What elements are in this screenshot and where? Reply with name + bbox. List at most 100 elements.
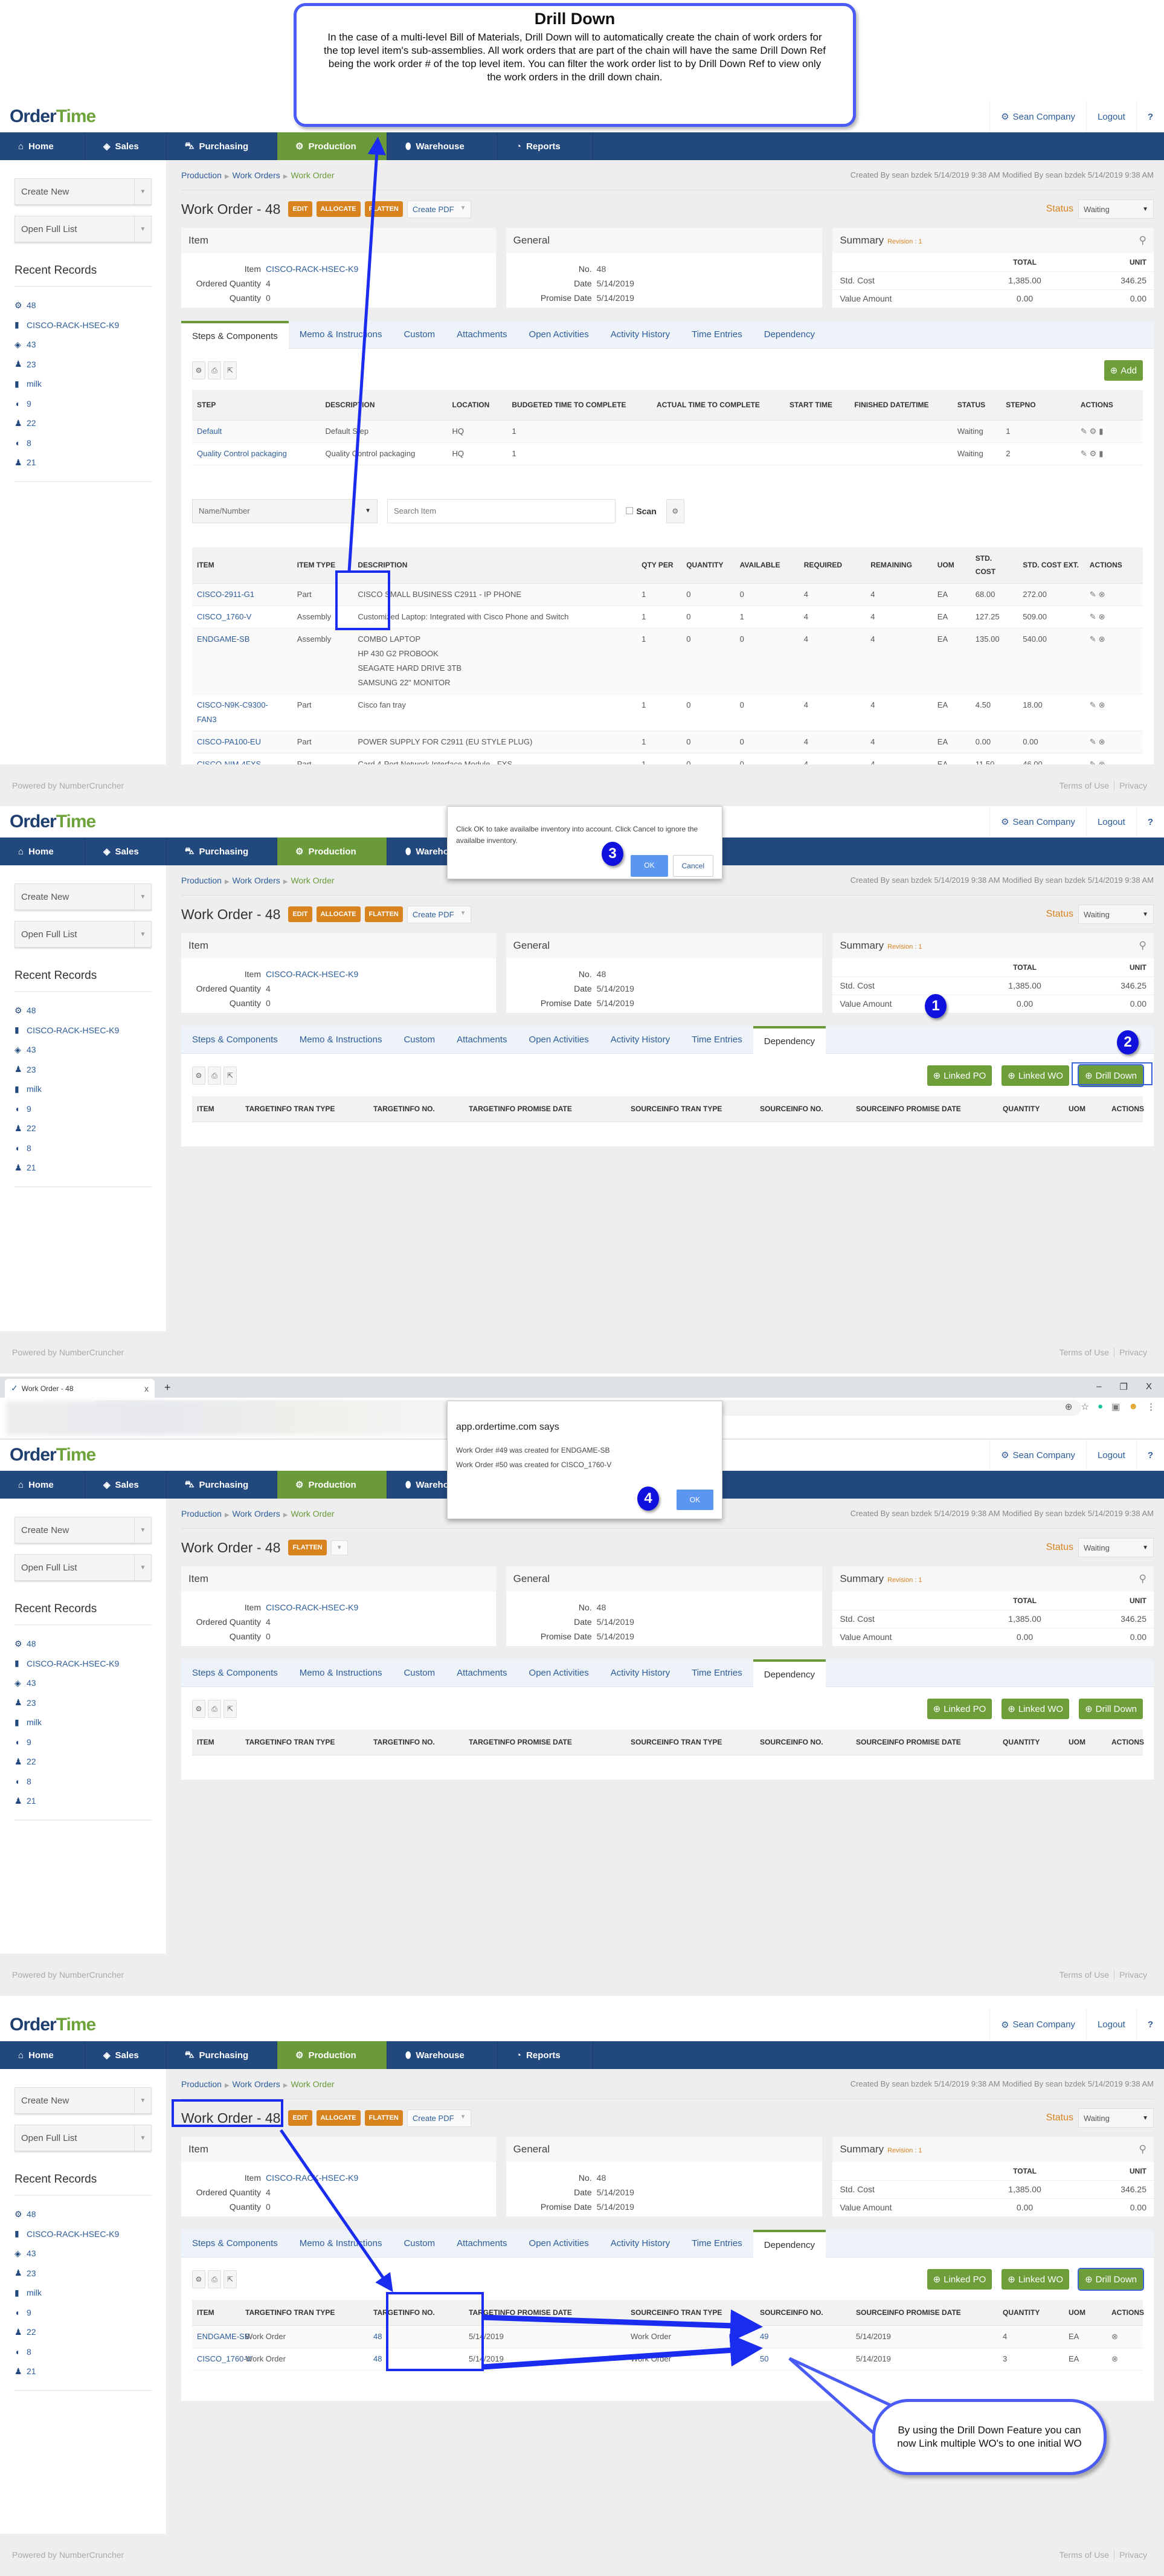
search-settings-button[interactable]: ⚙ [666,499,684,523]
flatten-button[interactable]: FLATTEN [364,2110,403,2126]
row-actions[interactable]: ✎⊗ [1084,583,1143,606]
recent-record[interactable]: ◈ 43 [14,1673,152,1693]
nav-sales[interactable]: ◈ Sales [85,1471,167,1499]
tab-custom[interactable]: Custom [404,2238,436,2248]
open-full-list-dropdown[interactable]: Open Full List ▼ [14,921,152,947]
nav-sales[interactable]: ◈ Sales [85,132,167,160]
create-pdf-button[interactable]: Create PDF ▼ [407,905,472,923]
recent-record[interactable]: ♟ 23 [14,1060,152,1080]
help-button[interactable]: ? [1136,806,1164,838]
recent-record[interactable]: ♟ 22 [14,1752,152,1772]
recent-record[interactable]: ◖ 8 [14,433,152,453]
tab-dependency[interactable]: Dependency [753,1659,826,1687]
recent-record[interactable]: ⚙ 48 [14,295,152,315]
linked-wo-button[interactable]: ⊕ Linked WO [1002,1065,1070,1086]
edit-button[interactable]: EDIT [288,201,312,217]
profile-avatar[interactable]: ☻ [1128,1401,1138,1412]
allocate-button[interactable]: ALLOCATE [316,906,361,922]
open-full-list-dropdown[interactable]: Open Full List ▼ [14,216,152,242]
row-actions[interactable]: ✎⚙▮ [1075,420,1143,443]
recent-record[interactable]: ♟ 23 [14,2264,152,2284]
tab-open-activities[interactable]: Open Activities [529,1668,589,1678]
settings-button[interactable]: ⚙ [192,1700,205,1718]
recent-record[interactable]: ◖ 8 [14,2342,152,2362]
scan-checkbox[interactable]: ☐ Scan [625,505,657,517]
linked-po-button[interactable]: ⊕ Linked PO [927,1699,992,1719]
nav-home[interactable]: ⌂ Home [0,838,85,865]
ok-button[interactable]: OK [676,1490,713,1510]
remove-icon[interactable]: ⊗ [1107,2348,1143,2371]
drill-down-button[interactable]: ⊕ Drill Down [1078,2268,1144,2291]
recent-record[interactable]: ◖ 8 [14,1772,152,1792]
pin-icon[interactable]: ⚲ [1139,1573,1146,1584]
terms-link[interactable]: Terms of Use [1059,2550,1110,2560]
recent-record[interactable]: ▮ milk [14,374,152,394]
menu-icon[interactable]: ⋮ [1146,1402,1156,1412]
flatten-button[interactable]: FLATTEN [364,906,403,922]
linked-wo-button[interactable]: ⊕ Linked WO [1002,1699,1070,1719]
tab-attachments[interactable]: Attachments [457,329,507,340]
recent-record[interactable]: ▮ CISCO-RACK-HSEC-K9 [14,1021,152,1041]
settings-button[interactable]: ⚙ [192,1067,205,1085]
recent-record[interactable]: ⚙ 48 [14,2204,152,2224]
create-pdf-button[interactable]: Create PDF ▼ [407,200,472,218]
pin-icon[interactable]: ⚲ [1139,2143,1146,2155]
tab-dependency[interactable]: Dependency [753,2230,826,2258]
component-item-link[interactable]: ENDGAME-SB [192,628,292,694]
logout-link[interactable]: Logout [1085,101,1136,132]
allocate-button[interactable]: ALLOCATE [316,2110,361,2126]
recent-record[interactable]: ▮ milk [14,1712,152,1732]
tab-time-entries[interactable]: Time Entries [692,329,742,340]
field-value[interactable]: CISCO-RACK-HSEC-K9 [266,2173,359,2183]
recent-record[interactable]: ♟ 23 [14,355,152,375]
nav-warehouse[interactable]: ⬮ Warehouse [387,2041,498,2069]
nav-home[interactable]: ⌂ Home [0,2041,85,2069]
open-full-list-dropdown[interactable]: Open Full List ▼ [14,2125,152,2151]
tab-time-entries[interactable]: Time Entries [692,2238,742,2248]
privacy-link[interactable]: Privacy [1114,781,1152,790]
drill-down-button[interactable]: ⊕ Drill Down [1079,1699,1143,1719]
more-actions-button[interactable]: ▼ [330,1540,348,1555]
print-button[interactable]: ⎙ [208,1700,221,1718]
recent-record[interactable]: ♟ 21 [14,453,152,473]
dependency-item-link[interactable]: CISCO_1760-V [192,2348,251,2371]
breadcrumb-work-orders[interactable]: Work Orders [232,2079,280,2089]
export-button[interactable]: ⇱ [223,1700,237,1718]
search-item-input[interactable] [387,499,616,523]
minimize-button[interactable]: – [1096,1381,1102,1392]
recent-record[interactable]: ◈ 43 [14,2244,152,2264]
logo[interactable]: OrderTime [10,812,96,832]
nav-sales[interactable]: ◈ Sales [85,838,167,865]
recent-record[interactable]: ♟ 21 [14,1791,152,1811]
component-item-link[interactable]: CISCO_1760-V [192,605,292,628]
field-value[interactable]: CISCO-RACK-HSEC-K9 [266,969,359,979]
tab-custom[interactable]: Custom [404,1668,436,1678]
dependency-item-link[interactable]: ENDGAME-SB [192,2325,249,2348]
flatten-button[interactable]: FLATTEN [288,1540,327,1555]
nav-purchasing[interactable]: ⛍ Purchasing [167,132,277,160]
tab-custom[interactable]: Custom [404,329,436,340]
tab-attachments[interactable]: Attachments [457,2238,507,2248]
tab-attachments[interactable]: Attachments [457,1668,507,1678]
breadcrumb-production[interactable]: Production [181,1508,222,1519]
company-menu[interactable]: ⚙ Sean Company [989,101,1086,132]
tab-activity-history[interactable]: Activity History [610,1668,670,1678]
grammarly-icon[interactable]: ● [1097,1401,1104,1412]
ok-button[interactable]: OK [631,855,668,877]
search-mode-select[interactable]: Name/Number ▼ [192,499,378,523]
browser-tab[interactable]: ✓ Work Order - 48 x [5,1379,155,1398]
recent-record[interactable]: ◖ 9 [14,2303,152,2323]
recent-record[interactable]: ▮ milk [14,2283,152,2303]
star-icon[interactable]: ☆ [1081,1402,1089,1412]
tab-memo-instructions[interactable]: Memo & Instructions [299,1035,382,1045]
breadcrumb-production[interactable]: Production [181,2079,222,2089]
status-select[interactable]: Waiting ▼ [1078,2108,1154,2128]
new-tab-button[interactable]: + [164,1381,171,1393]
tab-steps-components[interactable]: Steps & Components [181,321,289,349]
maximize-button[interactable]: ❐ [1119,1382,1128,1392]
recent-record[interactable]: ◈ 43 [14,1040,152,1060]
tab-open-activities[interactable]: Open Activities [529,2238,589,2248]
create-new-dropdown[interactable]: Create New ▼ [14,1517,152,1543]
nav-warehouse[interactable]: ⬮ Warehouse [387,132,498,160]
recent-record[interactable]: ▮ milk [14,1079,152,1099]
